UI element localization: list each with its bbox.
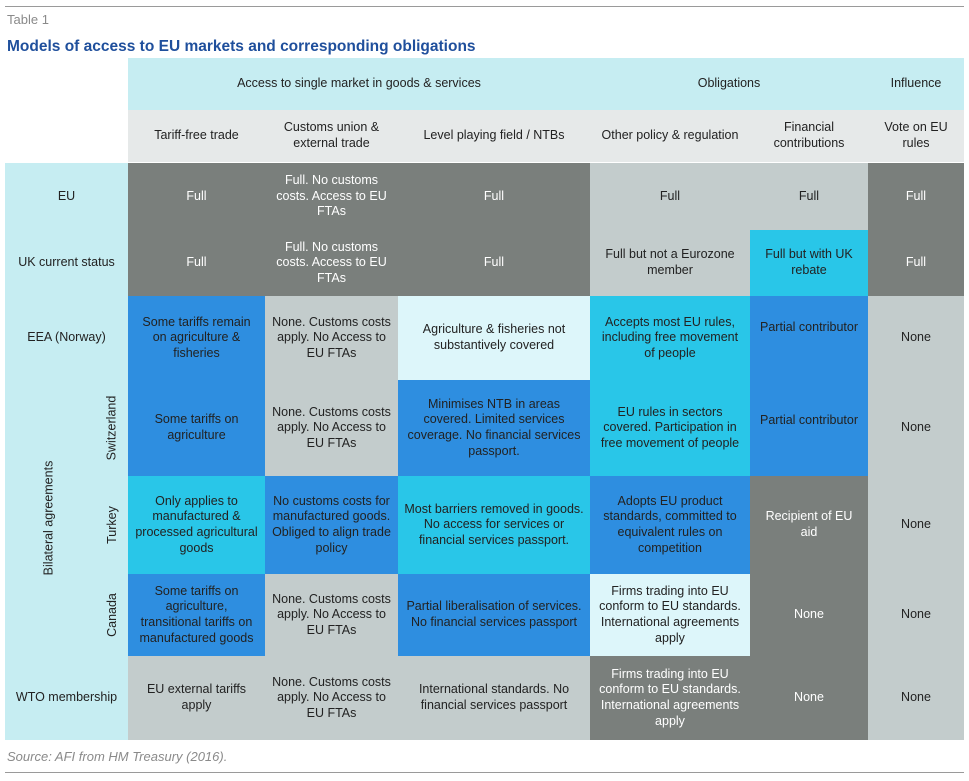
col-header-customs: Customs union & external trade xyxy=(265,110,398,162)
cell-switzerland-lpf: Minimises NTB in areas covered. Limited … xyxy=(398,380,590,476)
row-header-uk: UK current status xyxy=(18,255,115,270)
cell-canada-lpf: Partial liberalisation of services. No f… xyxy=(398,574,590,656)
bottom-rule xyxy=(5,772,964,773)
col-header-financial: Financial contributions xyxy=(750,110,868,162)
cell-wto-lpf: International standards. No financial se… xyxy=(398,656,590,740)
row-header-column xyxy=(5,163,128,740)
cell-eu-tariff: Full xyxy=(128,163,265,230)
cell-turkey-financial: Recipient of EU aid xyxy=(750,476,868,574)
cell-eea-tariff: Some tariffs remain on agriculture & fis… xyxy=(128,296,265,380)
source-note: Source: AFI from HM Treasury (2016). xyxy=(7,749,228,764)
table-title: Models of access to EU markets and corre… xyxy=(7,38,476,55)
cell-eu-lpf: Full xyxy=(398,163,590,230)
cell-uk-financial: Full but with UK rebate xyxy=(750,230,868,296)
col-header-vote: Vote on EU rules xyxy=(868,110,964,162)
cell-uk-vote: Full xyxy=(868,230,964,296)
cell-eu-vote: Full xyxy=(868,163,964,230)
cell-switzerland-financial: Partial contributor xyxy=(750,400,868,442)
top-rule xyxy=(5,6,964,7)
cell-eu-financial: Full xyxy=(750,163,868,230)
group-obligations: Obligations xyxy=(590,58,868,110)
cell-wto-customs: None. Customs costs apply. No Access to … xyxy=(265,656,398,740)
col-header-lpf: Level playing field / NTBs xyxy=(398,110,590,162)
cell-wto-vote: None xyxy=(868,656,964,740)
table-label: Table 1 xyxy=(7,12,49,27)
cell-canada-tariff: Some tariffs on agriculture, transitiona… xyxy=(128,574,265,656)
cell-eu-customs: Full. No customs costs. Access to EU FTA… xyxy=(265,163,398,230)
row-header-eea: EEA (Norway) xyxy=(27,330,106,345)
cell-canada-policy: Firms trading into EU conform to EU stan… xyxy=(590,574,750,656)
cell-turkey-tariff: Only applies to manufactured & processed… xyxy=(128,476,265,574)
group-influence: Influence xyxy=(868,58,964,110)
cell-uk-customs: Full. No customs costs. Access to EU FTA… xyxy=(265,230,398,296)
cell-turkey-customs: No customs costs for manufactured goods.… xyxy=(265,476,398,574)
cell-eea-policy: Accepts most EU rules, including free mo… xyxy=(590,296,750,380)
cell-wto-policy: Firms trading into EU conform to EU stan… xyxy=(590,656,750,740)
cell-eu-policy: Full xyxy=(590,163,750,230)
cell-eea-lpf: Agriculture & fisheries not substantivel… xyxy=(398,296,590,380)
row-header-bilateral: Bilateral agreements xyxy=(41,460,55,576)
cell-switzerland-vote: None xyxy=(868,380,964,476)
cell-eea-customs: None. Customs costs apply. No Access to … xyxy=(265,296,398,380)
cell-turkey-vote: None xyxy=(868,476,964,574)
cell-uk-tariff: Full xyxy=(128,230,265,296)
cell-wto-financial: None xyxy=(750,656,868,740)
cell-canada-vote: None xyxy=(868,574,964,656)
cell-turkey-policy: Adopts EU product standards, committed t… xyxy=(590,476,750,574)
cell-eea-vote: None xyxy=(868,296,964,380)
cell-switzerland-customs: None. Customs costs apply. No Access to … xyxy=(265,380,398,476)
cell-eea-financial: Partial contributor xyxy=(750,296,868,476)
col-header-policy: Other policy & regulation xyxy=(590,110,750,162)
row-header-switzerland: Switzerland xyxy=(104,395,119,461)
col-header-tariff: Tariff-free trade xyxy=(128,110,265,162)
group-access: Access to single market in goods & servi… xyxy=(128,58,590,110)
cell-switzerland-policy: EU rules in sectors covered. Participati… xyxy=(590,380,750,476)
cell-switzerland-tariff: Some tariffs on agriculture xyxy=(128,380,265,476)
cell-uk-policy: Full but not a Eurozone member xyxy=(590,230,750,296)
cell-canada-customs: None. Customs costs apply. No Access to … xyxy=(265,574,398,656)
cell-turkey-lpf: Most barriers removed in goods. No acces… xyxy=(398,476,590,574)
cell-wto-tariff: EU external tariffs apply xyxy=(128,656,265,740)
row-header-canada: Canada xyxy=(104,593,119,637)
row-header-eu: EU xyxy=(57,188,76,203)
row-header-turkey: Turkey xyxy=(104,506,119,544)
cell-canada-financial: None xyxy=(750,574,868,656)
cell-uk-lpf: Full xyxy=(398,230,590,296)
row-header-wto: WTO membership xyxy=(15,690,118,705)
